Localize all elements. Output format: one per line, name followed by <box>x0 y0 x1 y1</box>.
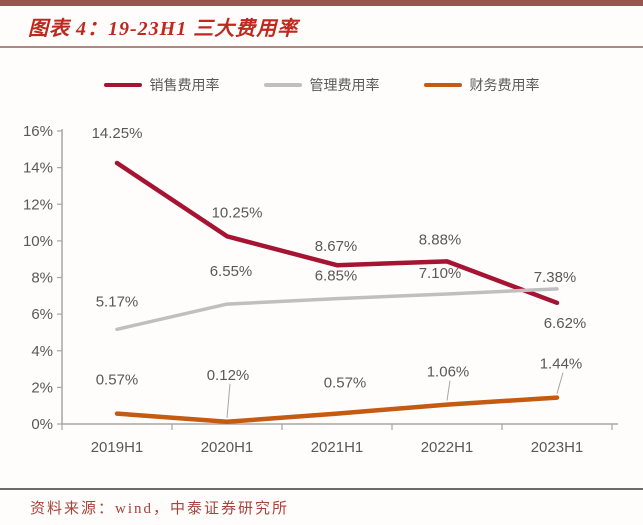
y-tick-label: 8% <box>31 270 53 287</box>
y-tick-label: 2% <box>31 379 53 396</box>
x-category-label: 2023H1 <box>531 439 584 456</box>
legend-swatch-icon <box>423 83 462 87</box>
data-label: 6.55% <box>210 263 253 280</box>
footer-divider <box>0 488 643 490</box>
chart-legend: 销售费用率 管理费用率 财务费用率 <box>0 75 643 95</box>
data-label: 0.57% <box>324 375 367 392</box>
y-tick-label: 14% <box>23 160 53 177</box>
title-divider <box>0 46 643 48</box>
top-accent-bar <box>0 0 643 6</box>
y-tick-label: 16% <box>23 123 53 140</box>
y-tick-label: 12% <box>23 196 53 213</box>
legend-item-1: 销售费用率 <box>103 75 220 95</box>
legend-label: 销售费用率 <box>149 77 220 93</box>
y-tick-label: 10% <box>23 233 53 250</box>
data-label: 6.85% <box>315 268 358 285</box>
x-category-label: 2020H1 <box>201 439 254 456</box>
label-leader-line <box>446 380 451 401</box>
series-line-1 <box>114 160 560 306</box>
figure-title: 图表 4：19-23H1 三大费用率 <box>28 18 299 40</box>
data-label: 5.17% <box>96 293 139 310</box>
series-line-3 <box>114 395 560 425</box>
data-label: 0.12% <box>207 367 250 384</box>
legend-swatch-icon <box>263 83 302 87</box>
data-label: 8.67% <box>315 238 358 255</box>
legend-item-3: 财务费用率 <box>423 75 540 95</box>
x-category-label: 2022H1 <box>421 439 474 456</box>
expense-ratio-line-chart: 0% 2% 4% 6% 8% 10% 12% 14% 16% 2019H1 2020H1 2021H1… <box>23 123 618 456</box>
data-label: 7.38% <box>534 269 577 286</box>
label-leader-line <box>556 372 564 394</box>
series-line-2 <box>115 287 559 332</box>
data-label: 6.62% <box>544 315 587 332</box>
legend-item-2: 管理费用率 <box>263 75 380 95</box>
x-category-label: 2021H1 <box>311 439 364 456</box>
data-label: 7.10% <box>419 265 462 282</box>
y-tick-label: 0% <box>31 416 53 433</box>
legend-label: 财务费用率 <box>469 77 540 93</box>
y-tick-label: 6% <box>31 306 53 323</box>
x-category-label: 2019H1 <box>91 439 144 456</box>
legend-label: 管理费用率 <box>309 77 380 93</box>
data-label: 8.88% <box>419 231 462 248</box>
data-label: 10.25% <box>212 204 263 221</box>
label-leader-line <box>226 383 231 418</box>
data-label: 1.06% <box>427 364 470 381</box>
y-tick-label: 4% <box>31 343 53 360</box>
data-label: 0.57% <box>96 372 139 389</box>
legend-swatch-icon <box>103 83 142 87</box>
data-label: 14.25% <box>92 125 143 142</box>
data-label: 1.44% <box>540 356 583 373</box>
source-note: 资料来源：wind，中泰证券研究所 <box>30 501 290 517</box>
